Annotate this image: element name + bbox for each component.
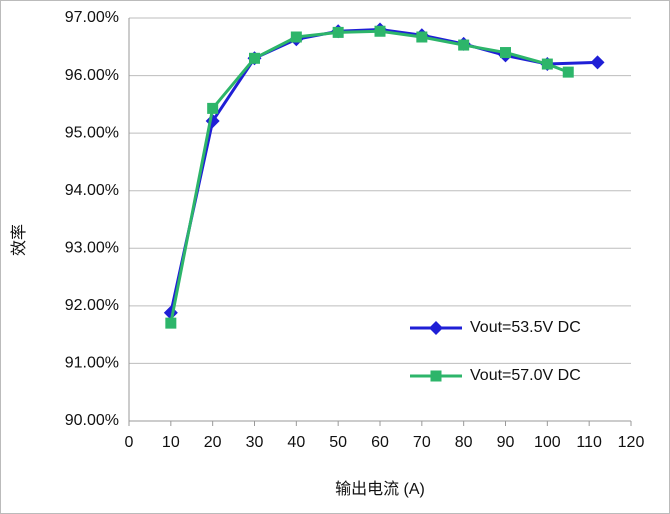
y-tick-label: 92.00%	[65, 297, 119, 314]
point	[500, 47, 511, 59]
x-tick-label: 0	[125, 434, 134, 451]
point	[207, 102, 219, 114]
y-tick-label: 96.00%	[65, 67, 119, 84]
point	[249, 52, 260, 64]
legend-label: Vout=53.5V DC	[470, 319, 581, 336]
y-tick-label: 93.00%	[65, 240, 119, 257]
x-tick-label: 20	[204, 434, 222, 451]
point	[590, 55, 605, 70]
x-tick-label: 10	[162, 434, 180, 451]
x-tick-label: 80	[455, 434, 473, 451]
y-tick-label: 90.00%	[65, 412, 119, 429]
x-tick-label: 70	[413, 434, 431, 451]
point	[290, 31, 302, 43]
point	[165, 317, 177, 329]
point	[332, 26, 344, 38]
x-tick-label: 120	[618, 434, 645, 451]
x-axis-label: 输出电流 (A)	[335, 480, 425, 498]
point	[416, 31, 428, 43]
x-tick-label: 40	[287, 434, 305, 451]
y-axis-label: 效率	[10, 224, 28, 256]
y-tick-label: 91.00%	[65, 355, 119, 372]
legend-marker	[430, 370, 442, 382]
y-tick-label: 97.00%	[65, 9, 119, 26]
point	[541, 58, 553, 70]
x-tick-label: 110	[576, 434, 602, 451]
point	[374, 25, 386, 37]
x-tick-label: 30	[246, 434, 264, 451]
x-tick-label: 50	[329, 434, 347, 451]
point	[562, 66, 574, 78]
legend-label: Vout=57.0V DC	[470, 367, 581, 384]
x-tick-label: 60	[371, 434, 389, 451]
y-tick-label: 95.00%	[65, 124, 119, 141]
y-tick-label: 94.00%	[65, 182, 119, 199]
x-tick-label: 100	[534, 434, 561, 451]
point	[458, 39, 470, 51]
x-tick-label: 90	[497, 434, 515, 451]
legend-marker	[429, 321, 443, 335]
